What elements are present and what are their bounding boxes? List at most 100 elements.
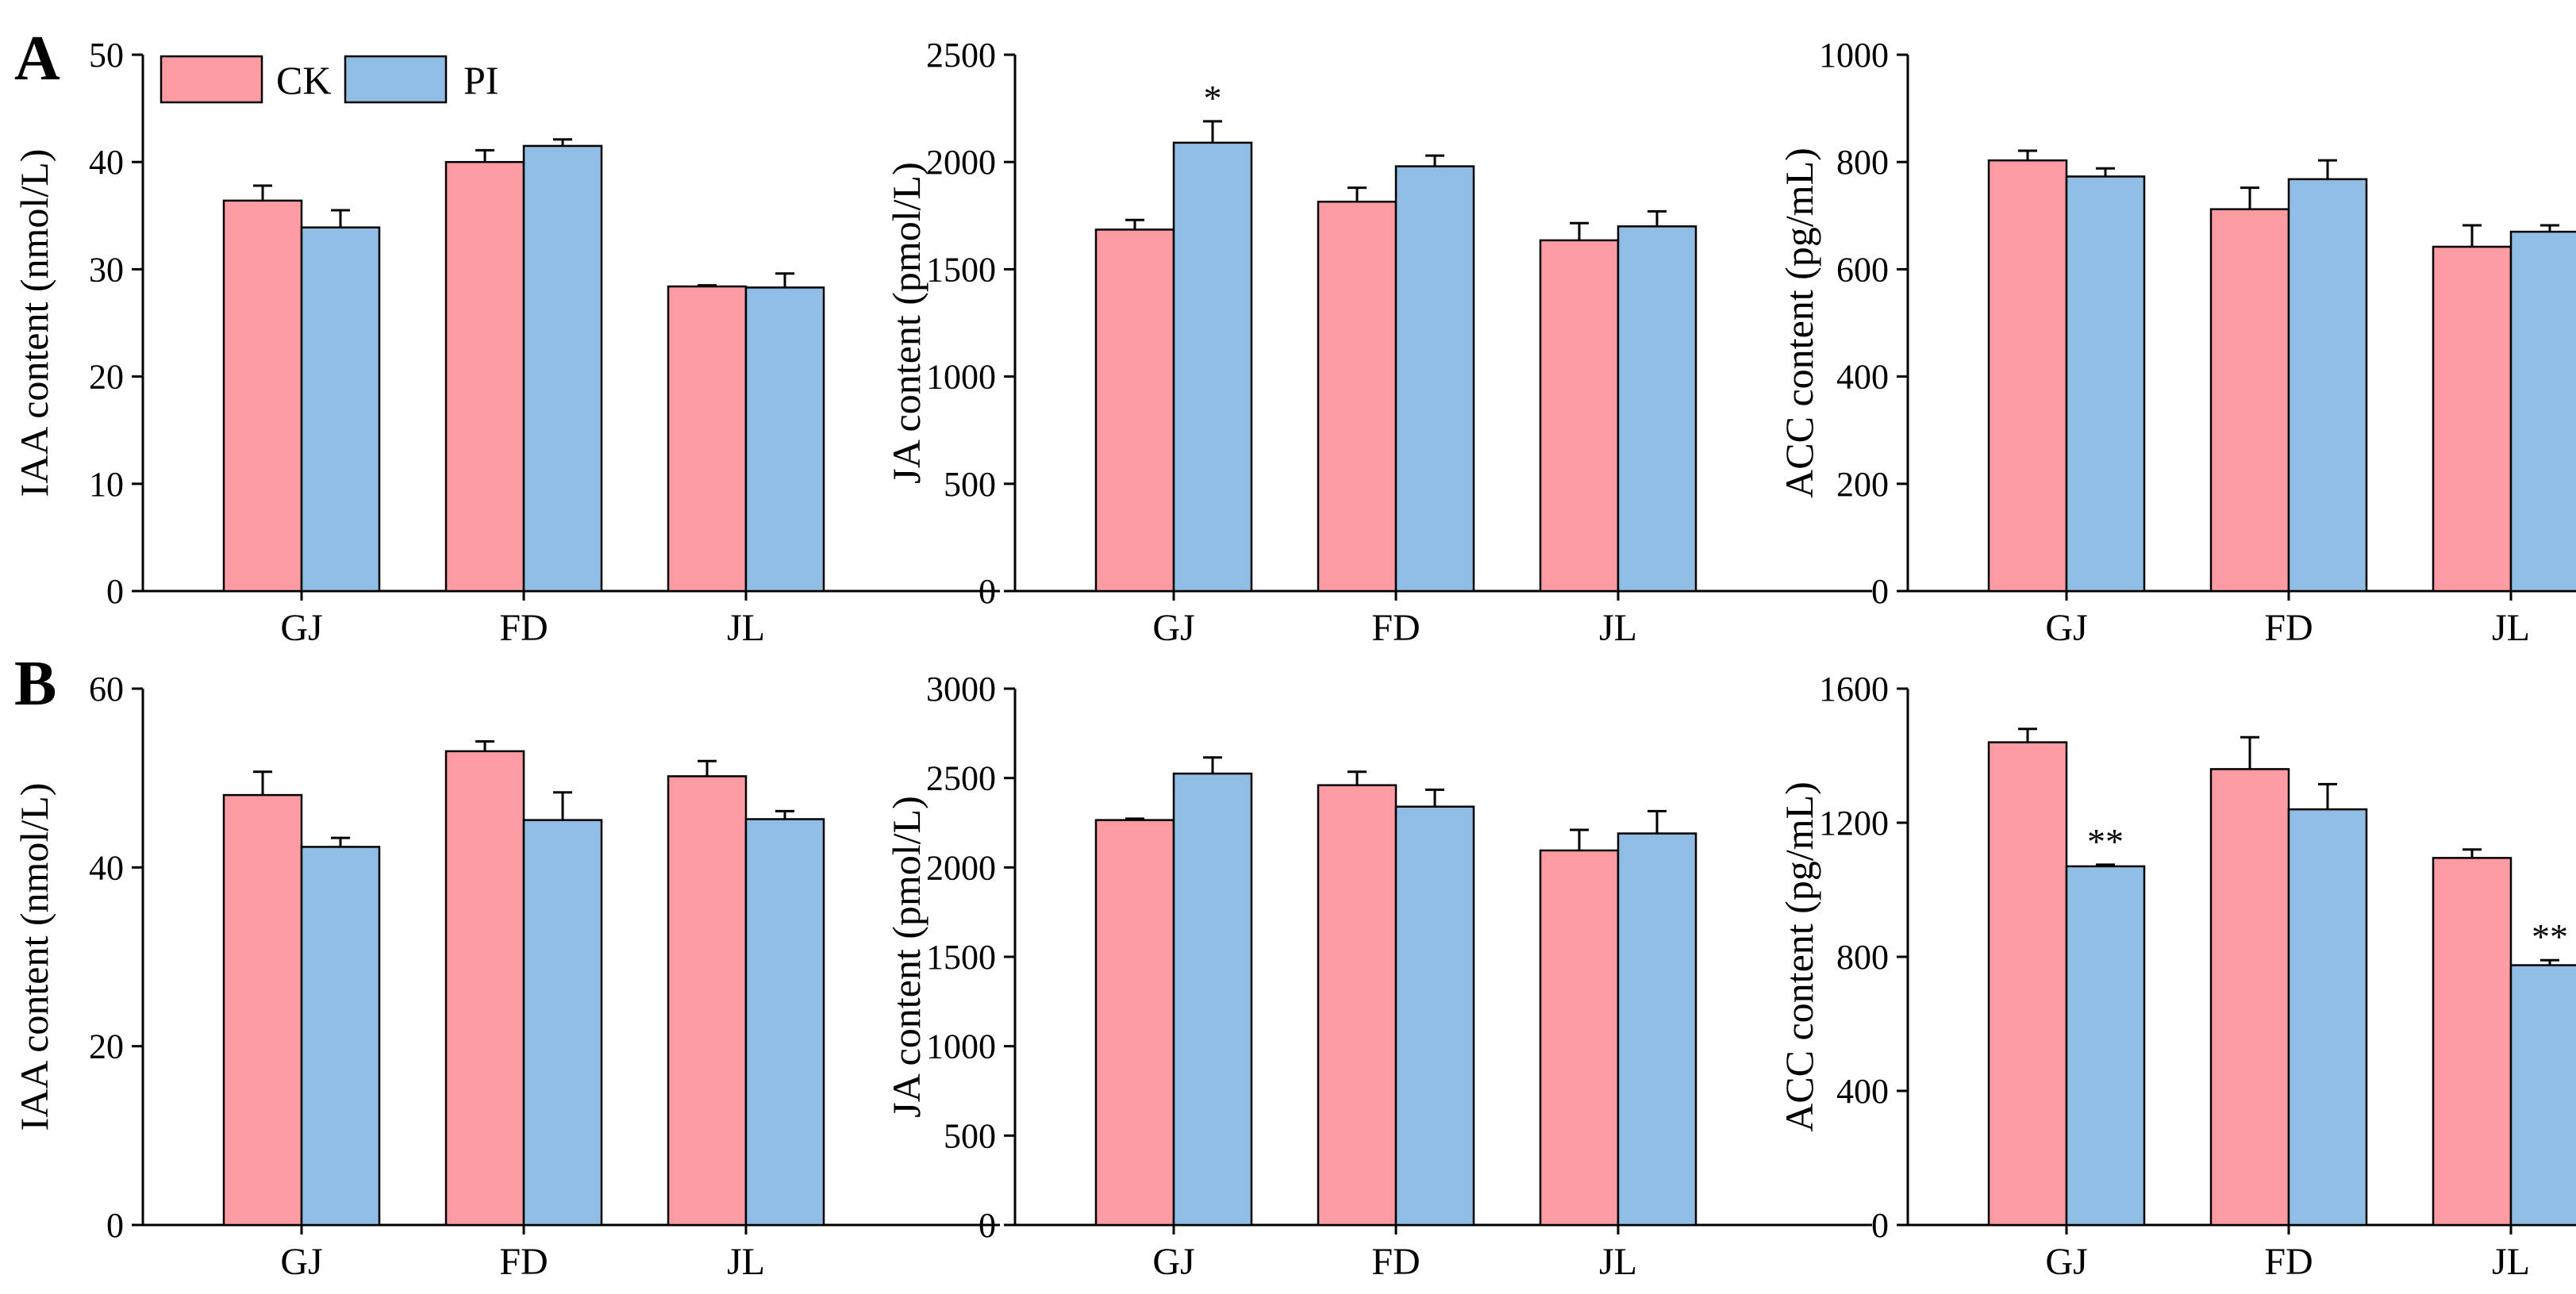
x-tick-label: JL <box>1599 607 1637 649</box>
y-axis-title: JA content (pmol/L) <box>884 796 929 1118</box>
y-tick-label: 60 <box>89 670 124 708</box>
y-axis-title: ACC content (pg/mL) <box>1777 148 1821 498</box>
y-tick-label: 0 <box>978 1206 996 1245</box>
y-tick-label: 40 <box>89 848 124 887</box>
bar-ck-gj <box>1094 228 1175 593</box>
bar-pi-fd <box>2287 178 2368 593</box>
y-tick-label: 500 <box>944 465 996 504</box>
x-tick-label: FD <box>2264 1241 2313 1283</box>
legend-ck-swatch <box>160 55 263 104</box>
y-tick-label: 0 <box>106 1206 124 1245</box>
x-tick-label: FD <box>499 607 548 649</box>
bar-pi-jl <box>744 818 825 1227</box>
significance-marker: * <box>1204 78 1222 118</box>
y-tick-label: 2500 <box>926 36 996 75</box>
bar-ck-jl <box>667 285 748 593</box>
bar-ck-jl <box>2432 857 2513 1227</box>
bar-ck-fd <box>2209 208 2290 593</box>
y-tick-label: 30 <box>89 250 124 289</box>
x-tick-label: JL <box>2492 1241 2530 1283</box>
x-tick-label: FD <box>2264 607 2313 649</box>
bar-pi-gj <box>1172 772 1253 1227</box>
significance-marker: ** <box>2087 821 2124 862</box>
x-tick-label: JL <box>2492 607 2530 649</box>
y-axis-title: JA content (pmol/L) <box>884 162 929 484</box>
bar-ck-jl <box>667 775 748 1227</box>
chart-panel-b-2: 0 500 1000 1500 2000 2500 3000 JA content (pmol… <box>884 670 1872 1283</box>
bar-pi-gj <box>2065 865 2146 1227</box>
x-tick-label: FD <box>1371 1241 1420 1283</box>
bar-pi-fd <box>1394 805 1475 1227</box>
y-tick-label: 1000 <box>1819 36 1889 75</box>
bar-ck-jl <box>1539 239 1620 593</box>
bar-ck-fd <box>444 160 525 593</box>
bar-ck-gj <box>1987 741 2068 1227</box>
bar-pi-fd <box>2287 808 2368 1227</box>
y-tick-label: 500 <box>944 1116 996 1155</box>
y-axis-title: ACC content (pg/mL) <box>1777 781 1821 1132</box>
y-axis-title: IAA content (nmol/L) <box>12 149 56 497</box>
row-label-a: A <box>14 24 60 94</box>
bar-ck-jl <box>2432 245 2513 593</box>
bar-ck-gj <box>222 199 303 593</box>
x-tick-label: JL <box>1599 1241 1637 1283</box>
y-tick-label: 0 <box>1871 1206 1889 1245</box>
bar-ck-fd <box>2209 768 2290 1227</box>
x-tick-label: JL <box>727 607 765 649</box>
chart-panel-b-1: 0 20 40 60 IAA content (nmol/L) GJ FD JL <box>12 670 1000 1283</box>
bar-pi-fd <box>522 144 603 593</box>
row-label-b: B <box>14 649 56 719</box>
chart-panel-b-3: 0 400 800 1200 1600 ACC content (pg/mL) GJ FD JL… <box>1777 670 2576 1283</box>
y-tick-label: 1000 <box>926 1027 996 1066</box>
y-tick-label: 0 <box>106 572 124 611</box>
chart-panel-a-2: 0 500 1000 1500 2000 2500 JA content (pmol/L) G… <box>884 36 1872 649</box>
y-tick-label: 3000 <box>926 670 996 708</box>
x-tick-label: GJ <box>280 607 322 649</box>
bar-ck-fd <box>1317 200 1398 593</box>
legend-pi-label: PI <box>463 58 498 102</box>
chart-panel-a-3: 0 200 400 600 800 1000 ACC content (pg/mL) GJ FD… <box>1777 36 2576 649</box>
y-tick-label: 1500 <box>926 250 996 289</box>
bar-pi-jl <box>744 286 825 593</box>
y-tick-label: 800 <box>1836 143 1889 182</box>
y-tick-label: 2000 <box>926 848 996 887</box>
bar-pi-gj <box>300 226 381 593</box>
y-axis-title: IAA content (nmol/L) <box>12 783 56 1131</box>
y-tick-label: 400 <box>1836 358 1889 397</box>
y-tick-label: 20 <box>89 358 124 397</box>
x-tick-label: GJ <box>280 1241 322 1283</box>
x-tick-label: JL <box>727 1241 765 1283</box>
bar-ck-gj <box>1094 819 1175 1227</box>
y-tick-label: 40 <box>89 143 124 182</box>
bar-pi-jl <box>2509 964 2576 1227</box>
bar-ck-fd <box>444 750 525 1227</box>
x-tick-label: GJ <box>2045 1241 2087 1283</box>
y-tick-label: 200 <box>1836 465 1889 504</box>
bar-pi-gj <box>2065 175 2146 593</box>
x-tick-label: FD <box>1371 607 1420 649</box>
bar-pi-jl <box>1617 832 1697 1227</box>
bar-ck-gj <box>222 793 303 1227</box>
significance-marker: ** <box>2532 916 2568 957</box>
y-tick-label: 2000 <box>926 143 996 182</box>
x-tick-label: GJ <box>1152 607 1194 649</box>
x-tick-label: GJ <box>1152 1241 1194 1283</box>
bar-ck-fd <box>1317 784 1398 1227</box>
bar-pi-gj <box>1172 141 1253 593</box>
bar-pi-fd <box>522 819 603 1227</box>
y-tick-label: 10 <box>89 465 124 504</box>
y-tick-label: 1000 <box>926 358 996 397</box>
legend: CK PI <box>160 55 498 104</box>
bar-ck-jl <box>1539 849 1620 1227</box>
legend-ck-label: CK <box>276 58 331 102</box>
legend-pi-swatch <box>344 55 448 104</box>
x-tick-label: FD <box>499 1241 548 1283</box>
y-tick-label: 50 <box>89 36 124 75</box>
x-tick-label: GJ <box>2045 607 2087 649</box>
y-tick-label: 400 <box>1836 1072 1889 1111</box>
bar-pi-jl <box>1617 225 1697 593</box>
y-tick-label: 0 <box>1871 572 1889 611</box>
chart-panel-a-1: 0 10 20 30 40 50 IAA content (nmol/L) GJ FD JL <box>12 36 1000 649</box>
bar-pi-fd <box>1394 165 1475 593</box>
